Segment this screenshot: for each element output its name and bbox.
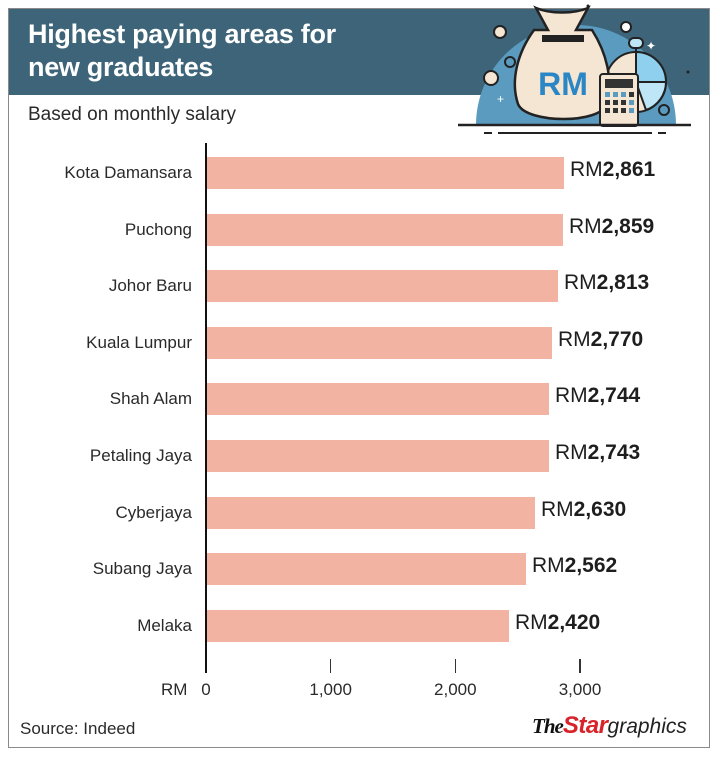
- bar: [207, 383, 549, 415]
- y-axis-line: [205, 143, 207, 673]
- value-number: 2,562: [564, 554, 618, 577]
- value-label: RM2,744: [555, 384, 640, 408]
- x-tick-label: 3,000: [558, 680, 602, 699]
- currency-prefix: RM: [555, 384, 588, 407]
- svg-text:RM: RM: [538, 66, 588, 102]
- category-label: Kuala Lumpur: [86, 333, 192, 352]
- chart-subtitle: Based on monthly salary: [28, 104, 237, 125]
- bar: [207, 214, 563, 246]
- bar: [207, 157, 564, 189]
- category-label: Johor Baru: [108, 276, 192, 295]
- category-label: Petaling Jaya: [89, 446, 192, 465]
- x-axis-unit-label: RM: [161, 680, 188, 699]
- currency-prefix: RM: [564, 271, 597, 294]
- brand-star: Star: [562, 712, 608, 739]
- x-tick-mark: [329, 659, 332, 673]
- title-line-1: Highest paying areas for: [28, 19, 336, 49]
- value-number: 2,743: [587, 441, 641, 464]
- value-number: 2,859: [601, 215, 655, 238]
- x-tick-mark: [454, 659, 457, 673]
- value-number: 2,813: [596, 271, 650, 294]
- value-number: 2,861: [602, 158, 656, 181]
- currency-prefix: RM: [570, 158, 603, 181]
- value-label: RM2,770: [558, 328, 643, 352]
- x-tick-label: 1,000: [309, 680, 352, 699]
- currency-prefix: RM: [555, 441, 588, 464]
- value-label: RM2,813: [564, 271, 649, 295]
- category-label: Shah Alam: [109, 389, 192, 408]
- title-line-2: new graduates: [28, 52, 214, 82]
- svg-text:+: +: [497, 92, 504, 106]
- currency-prefix: RM: [558, 328, 591, 351]
- value-number: 2,744: [587, 384, 641, 407]
- svg-text:✦: ✦: [646, 39, 656, 53]
- value-label: RM2,562: [532, 554, 617, 578]
- x-tick-label: 2,000: [434, 680, 477, 699]
- bar: [207, 440, 549, 472]
- currency-prefix: RM: [541, 498, 574, 521]
- category-label: Kota Damansara: [64, 163, 192, 182]
- bar: [207, 497, 535, 529]
- value-label: RM2,743: [555, 441, 640, 465]
- bar: [207, 610, 509, 642]
- source-note: Source: Indeed: [20, 719, 136, 738]
- the-star-graphics-logo: TheStargraphics: [532, 712, 687, 740]
- category-label: Puchong: [124, 220, 192, 239]
- value-number: 2,770: [590, 328, 644, 351]
- brand-graphics: graphics: [607, 715, 687, 738]
- bar: [207, 327, 552, 359]
- brand-the: The: [532, 714, 564, 738]
- currency-prefix: RM: [532, 554, 565, 577]
- category-label: Melaka: [137, 616, 192, 635]
- value-label: RM2,420: [515, 611, 600, 635]
- category-label: Subang Jaya: [92, 559, 192, 578]
- value-label: RM2,861: [570, 158, 655, 182]
- currency-prefix: RM: [569, 215, 602, 238]
- currency-prefix: RM: [515, 611, 548, 634]
- x-tick-label: 0: [201, 680, 211, 699]
- value-number: 2,420: [547, 611, 601, 634]
- value-label: RM2,630: [541, 498, 626, 522]
- value-number: 2,630: [573, 498, 627, 521]
- bar: [207, 270, 558, 302]
- x-tick-mark: [579, 659, 581, 673]
- money-bag-calculator-pie-chart-icon: + ✦ RM: [458, 4, 691, 134]
- chart-title: Highest paying areas for new graduates: [28, 18, 336, 84]
- category-label: Cyberjaya: [115, 503, 192, 522]
- value-label: RM2,859: [569, 215, 654, 239]
- bar: [207, 553, 526, 585]
